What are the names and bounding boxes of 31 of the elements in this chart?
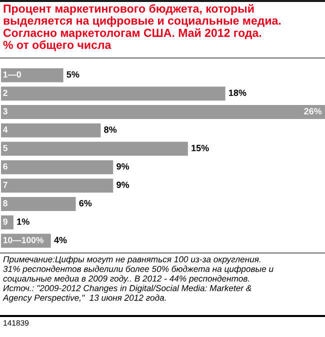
data-label: 9%	[116, 182, 130, 188]
data-label: 18%	[228, 90, 246, 96]
y-tick-label: 1—0	[3, 71, 21, 78]
bar	[1, 68, 64, 82]
bar	[1, 215, 14, 230]
text: Примечание:Цифры могут не равняться 100 из-за округления. 31% респондентов выделили более 50% бюджета на цифровые и социальные медиа в 2009 году.. В 2012 - 44% респондентов. Источ.: "2009-2012 Changes in Digital/Social Media: Marketer & Agency Perspective," 13 июня 2012 года.	[2, 256, 274, 302]
bar	[1, 86, 226, 101]
chart-title: Процент маркетингового бюджета, который выделяется на цифровые и социальные медиа. Согласно маркетологам США. Май 2012 года. % от общего числа	[3, 4, 281, 52]
y-tick-label: 8	[3, 200, 8, 206]
y-tick-label: 5	[3, 145, 8, 152]
data-label: 1%	[17, 218, 30, 225]
bar	[1, 105, 325, 119]
y-tick-label: 2	[3, 90, 8, 96]
bar	[1, 178, 114, 193]
data-label: 9%	[116, 163, 130, 170]
bar	[1, 123, 101, 138]
y-tick-label: 9	[3, 218, 8, 225]
data-label: 6%	[79, 200, 92, 206]
y-tick-label: 3	[3, 108, 8, 114]
y-tick-label: 7	[3, 182, 8, 188]
data-label: 26%	[304, 108, 322, 114]
y-tick-label: 4	[3, 126, 8, 133]
bar	[1, 160, 114, 174]
data-label: 5%	[66, 71, 80, 78]
bar	[1, 142, 188, 156]
data-label: 8%	[104, 126, 117, 133]
y-tick-label: 10—100%	[3, 236, 44, 244]
data-label: 4%	[54, 236, 67, 244]
bar	[1, 197, 76, 211]
data-label: 15%	[192, 144, 209, 152]
y-tick-label: 6	[3, 163, 8, 170]
